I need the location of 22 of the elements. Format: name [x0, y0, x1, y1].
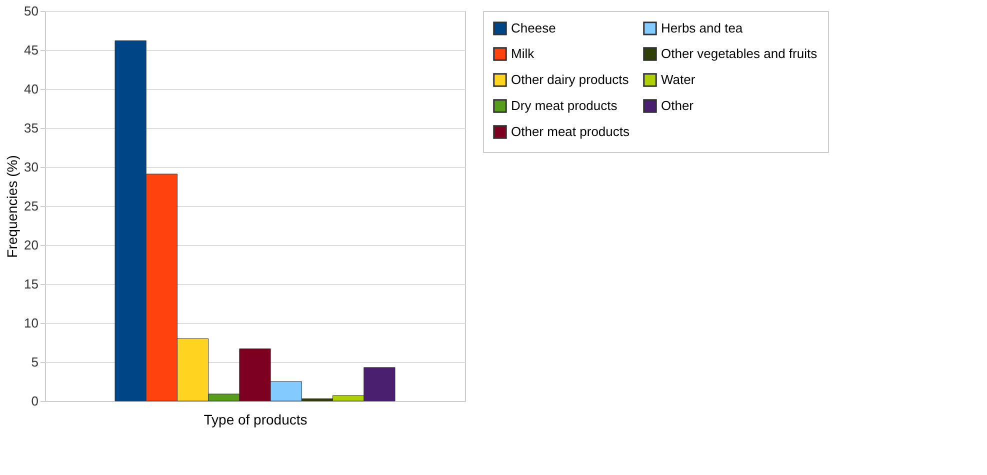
legend-label: Cheese — [511, 20, 556, 36]
x-axis-title: Type of products — [204, 412, 308, 428]
y-tick-label: 30 — [24, 160, 38, 174]
legend-label: Other meat products — [511, 124, 630, 139]
legend-label: Other dairy products — [511, 72, 630, 87]
y-axis-title: Frequencies (%) — [4, 155, 20, 258]
y-tick-label: 10 — [24, 316, 38, 330]
legend-label: Other vegetables and fruits — [661, 46, 818, 61]
y-tick-label: 40 — [24, 82, 38, 96]
y-tick-label: 45 — [24, 42, 38, 58]
y-tick-label: 5 — [31, 354, 38, 370]
legend-label: Other — [661, 98, 694, 113]
y-tick-label: 25 — [24, 198, 38, 214]
y-tick-label: 20 — [24, 238, 38, 252]
y-tick-label: 50 — [24, 4, 38, 18]
y-tick-label: 15 — [24, 276, 38, 292]
y-tick-label: 35 — [24, 120, 38, 136]
legend-label: Milk — [511, 46, 535, 61]
legend-label: Dry meat products — [511, 98, 618, 113]
legend-label: Herbs and tea — [661, 20, 744, 36]
legend-label: Water — [661, 72, 696, 87]
y-tick-label: 0 — [31, 394, 38, 408]
